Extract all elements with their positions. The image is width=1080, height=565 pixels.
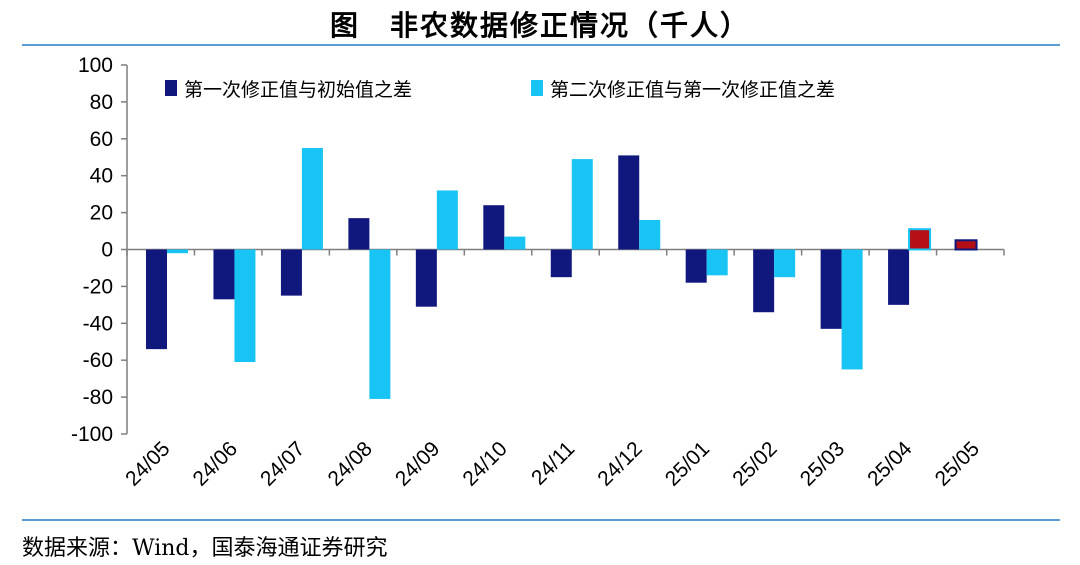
y-tick-label: 60	[90, 128, 113, 151]
legend-swatch-2	[531, 80, 543, 96]
y-tick-label: 40	[90, 165, 113, 188]
bar-first-revision-24-08	[348, 218, 370, 250]
bar-first-revision-25-03	[820, 249, 842, 329]
y-tick-label: 0	[101, 239, 113, 262]
y-tick-label: -20	[83, 275, 113, 298]
bar-second-revision-24-06	[234, 249, 256, 363]
y-tick-label: -40	[83, 312, 113, 335]
bar-first-revision-24-10	[483, 205, 505, 250]
x-tick-label: 24/10	[458, 437, 511, 490]
bar-second-revision-24-11	[571, 159, 593, 250]
bar-first-revision-24-11	[550, 249, 572, 278]
source-note: 数据来源：Wind，国泰海通证券研究	[22, 536, 388, 561]
chart-bars	[146, 148, 978, 399]
x-tick-label: 24/09	[391, 437, 444, 490]
bar-second-revision-25-01	[706, 249, 728, 276]
bar-second-revision-25-02	[774, 249, 796, 278]
bar-second-revision-24-10	[504, 236, 526, 250]
x-tick-label: 24/08	[323, 437, 376, 490]
x-tick-label: 25/05	[931, 437, 984, 490]
bar-first-revision-24-06	[213, 249, 235, 300]
chart-legend: 第一次修正值与初始值之差 第二次修正值与第一次修正值之差	[165, 79, 835, 101]
x-tick-label: 24/11	[527, 437, 579, 489]
y-tick-label: -80	[83, 386, 113, 409]
y-tick-label: 80	[90, 91, 113, 114]
x-tick-label: 24/12	[593, 437, 646, 490]
bar-second-revision-24-12	[639, 219, 661, 250]
bar-first-revision-25-02	[753, 249, 775, 313]
x-tick-label: 24/05	[121, 437, 174, 490]
y-tick-label: -100	[71, 423, 113, 446]
bar-first-revision-25-05	[954, 239, 978, 251]
x-tick-label: 25/02	[728, 437, 781, 490]
bar-second-revision-24-07	[301, 148, 323, 250]
bar-second-revision-24-09	[436, 190, 458, 250]
x-tick-label: 25/04	[863, 437, 917, 491]
bar-second-revision-24-08	[369, 249, 391, 399]
x-tick-label: 24/06	[189, 437, 242, 490]
chart-axes: 100 80 60 40 20 0 -20 -40 -60 -80 -100 24/05 24/06 24…	[71, 54, 1005, 491]
x-tick-label: 24/07	[256, 437, 309, 490]
y-tick-label: 100	[78, 54, 113, 77]
y-tick-label: 20	[90, 202, 113, 225]
bar-first-revision-25-04	[888, 249, 910, 305]
bar-first-revision-24-05	[146, 249, 167, 350]
bar-first-revision-25-01	[685, 249, 707, 283]
chart-title: 图 非农数据修正情况（千人）	[329, 9, 750, 42]
bar-second-revision-25-03	[841, 249, 863, 370]
legend-label-2: 第二次修正值与第一次修正值之差	[550, 79, 835, 101]
bar-first-revision-24-12	[618, 155, 640, 250]
bar-first-revision-24-07	[280, 249, 302, 296]
bar-second-revision-24-05	[167, 249, 188, 254]
top-rule	[22, 44, 1060, 46]
bar-first-revision-24-09	[415, 249, 437, 307]
x-tick-label: 25/03	[796, 437, 849, 490]
legend-swatch-1	[165, 80, 177, 96]
y-tick-label: -60	[83, 349, 113, 372]
bar-second-revision-25-04	[908, 228, 932, 251]
bottom-rule	[22, 519, 1060, 521]
legend-label-1: 第一次修正值与初始值之差	[184, 79, 412, 101]
x-tick-label: 25/01	[661, 437, 714, 490]
